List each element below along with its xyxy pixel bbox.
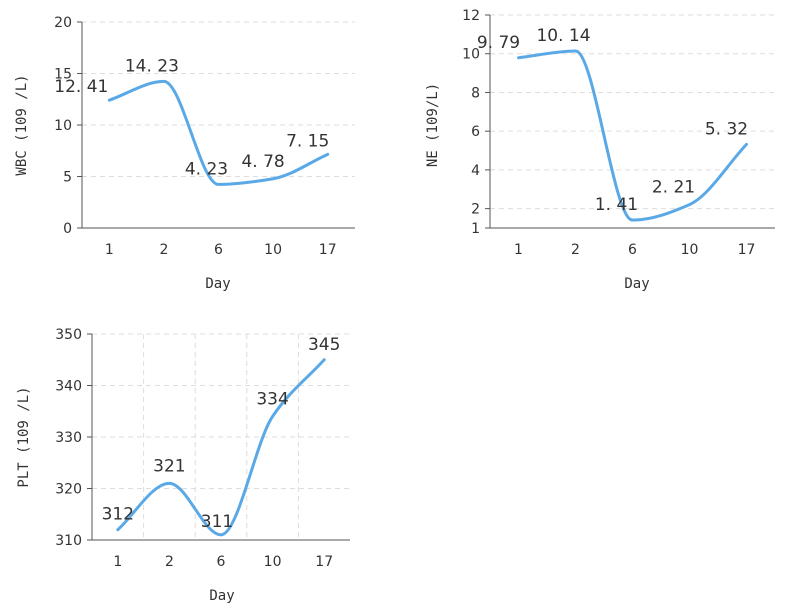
y-tick-label: 10 — [462, 47, 480, 63]
data-label: 5. 32 — [705, 119, 748, 139]
data-label: 4. 78 — [241, 152, 284, 172]
x-tick-label: 10 — [264, 554, 282, 570]
series-line — [116, 358, 326, 537]
data-labels: 9. 79 10. 14 1. 41 2. 21 5. 32 — [477, 26, 748, 215]
x-tick-label: 17 — [319, 242, 337, 258]
grid-lines — [82, 21, 355, 177]
data-label: 311 — [201, 512, 233, 532]
y-tick-label: 0 — [63, 221, 72, 237]
data-label: 345 — [308, 335, 340, 355]
data-label: 321 — [153, 456, 185, 476]
data-label: 312 — [102, 505, 134, 525]
x-tick-label: 10 — [681, 242, 699, 258]
data-labels: 312 321 311 334 345 — [102, 335, 341, 532]
x-tick-label: 10 — [264, 242, 282, 258]
data-label: 10. 14 — [536, 26, 590, 46]
y-axis-title: PLT (109 /L) — [16, 386, 32, 487]
data-label: 7. 15 — [286, 131, 329, 151]
x-axis-title: Day — [205, 276, 230, 292]
axes — [87, 333, 350, 541]
x-tick-label: 17 — [738, 242, 756, 258]
x-tick-label: 2 — [165, 554, 174, 570]
y-tick-label: 10 — [54, 118, 72, 134]
y-tick-label: 350 — [55, 327, 82, 343]
x-tick-label: 1 — [113, 554, 122, 570]
y-tick-label: 2 — [471, 202, 480, 218]
y-tick-label: 6 — [471, 124, 480, 140]
grid-lines — [92, 333, 350, 540]
y-tick-label: 340 — [55, 379, 82, 395]
data-label: 4. 23 — [185, 159, 228, 179]
y-tick-label: 310 — [55, 533, 82, 549]
x-tick-label: 6 — [628, 242, 637, 258]
data-label: 2. 21 — [652, 178, 695, 198]
y-tick-label: 320 — [55, 482, 82, 498]
tick-labels: 0 5 10 15 20 1 2 6 10 17 — [54, 15, 336, 258]
data-label: 1. 41 — [595, 195, 638, 215]
x-tick-label: 2 — [159, 242, 168, 258]
y-tick-label: 15 — [54, 67, 72, 83]
data-labels: 12. 41 14. 23 4. 23 4. 787. 15 — [54, 56, 329, 179]
x-tick-label: 17 — [315, 554, 333, 570]
data-label: 14. 23 — [125, 56, 179, 76]
y-tick-label: 8 — [471, 85, 480, 101]
data-label: 12. 41 — [54, 77, 108, 97]
x-tick-label: 1 — [514, 242, 523, 258]
tick-labels: 310 320 330 340 350 1 2 6 10 17 — [55, 327, 333, 570]
y-tick-label: 12 — [462, 8, 480, 24]
data-label: 334 — [256, 389, 288, 409]
y-tick-label: 1 — [471, 221, 480, 237]
y-axis-title: WBC (109 /L) — [14, 74, 30, 175]
x-tick-label: 2 — [571, 242, 580, 258]
x-axis-title: Day — [209, 588, 234, 604]
y-tick-label: 20 — [54, 15, 72, 31]
series-line — [517, 49, 748, 222]
axes — [77, 21, 355, 229]
x-axis-title: Day — [624, 276, 649, 292]
y-tick-label: 330 — [55, 430, 82, 446]
y-tick-label: 4 — [471, 163, 480, 179]
x-tick-label: 6 — [214, 242, 223, 258]
axes — [485, 14, 775, 229]
x-tick-label: 1 — [105, 242, 114, 258]
y-tick-label: 5 — [63, 170, 72, 186]
data-label: 9. 79 — [477, 33, 520, 53]
x-tick-label: 6 — [217, 554, 226, 570]
series-line — [107, 79, 330, 186]
y-axis-title: NE (109/L) — [425, 83, 441, 167]
